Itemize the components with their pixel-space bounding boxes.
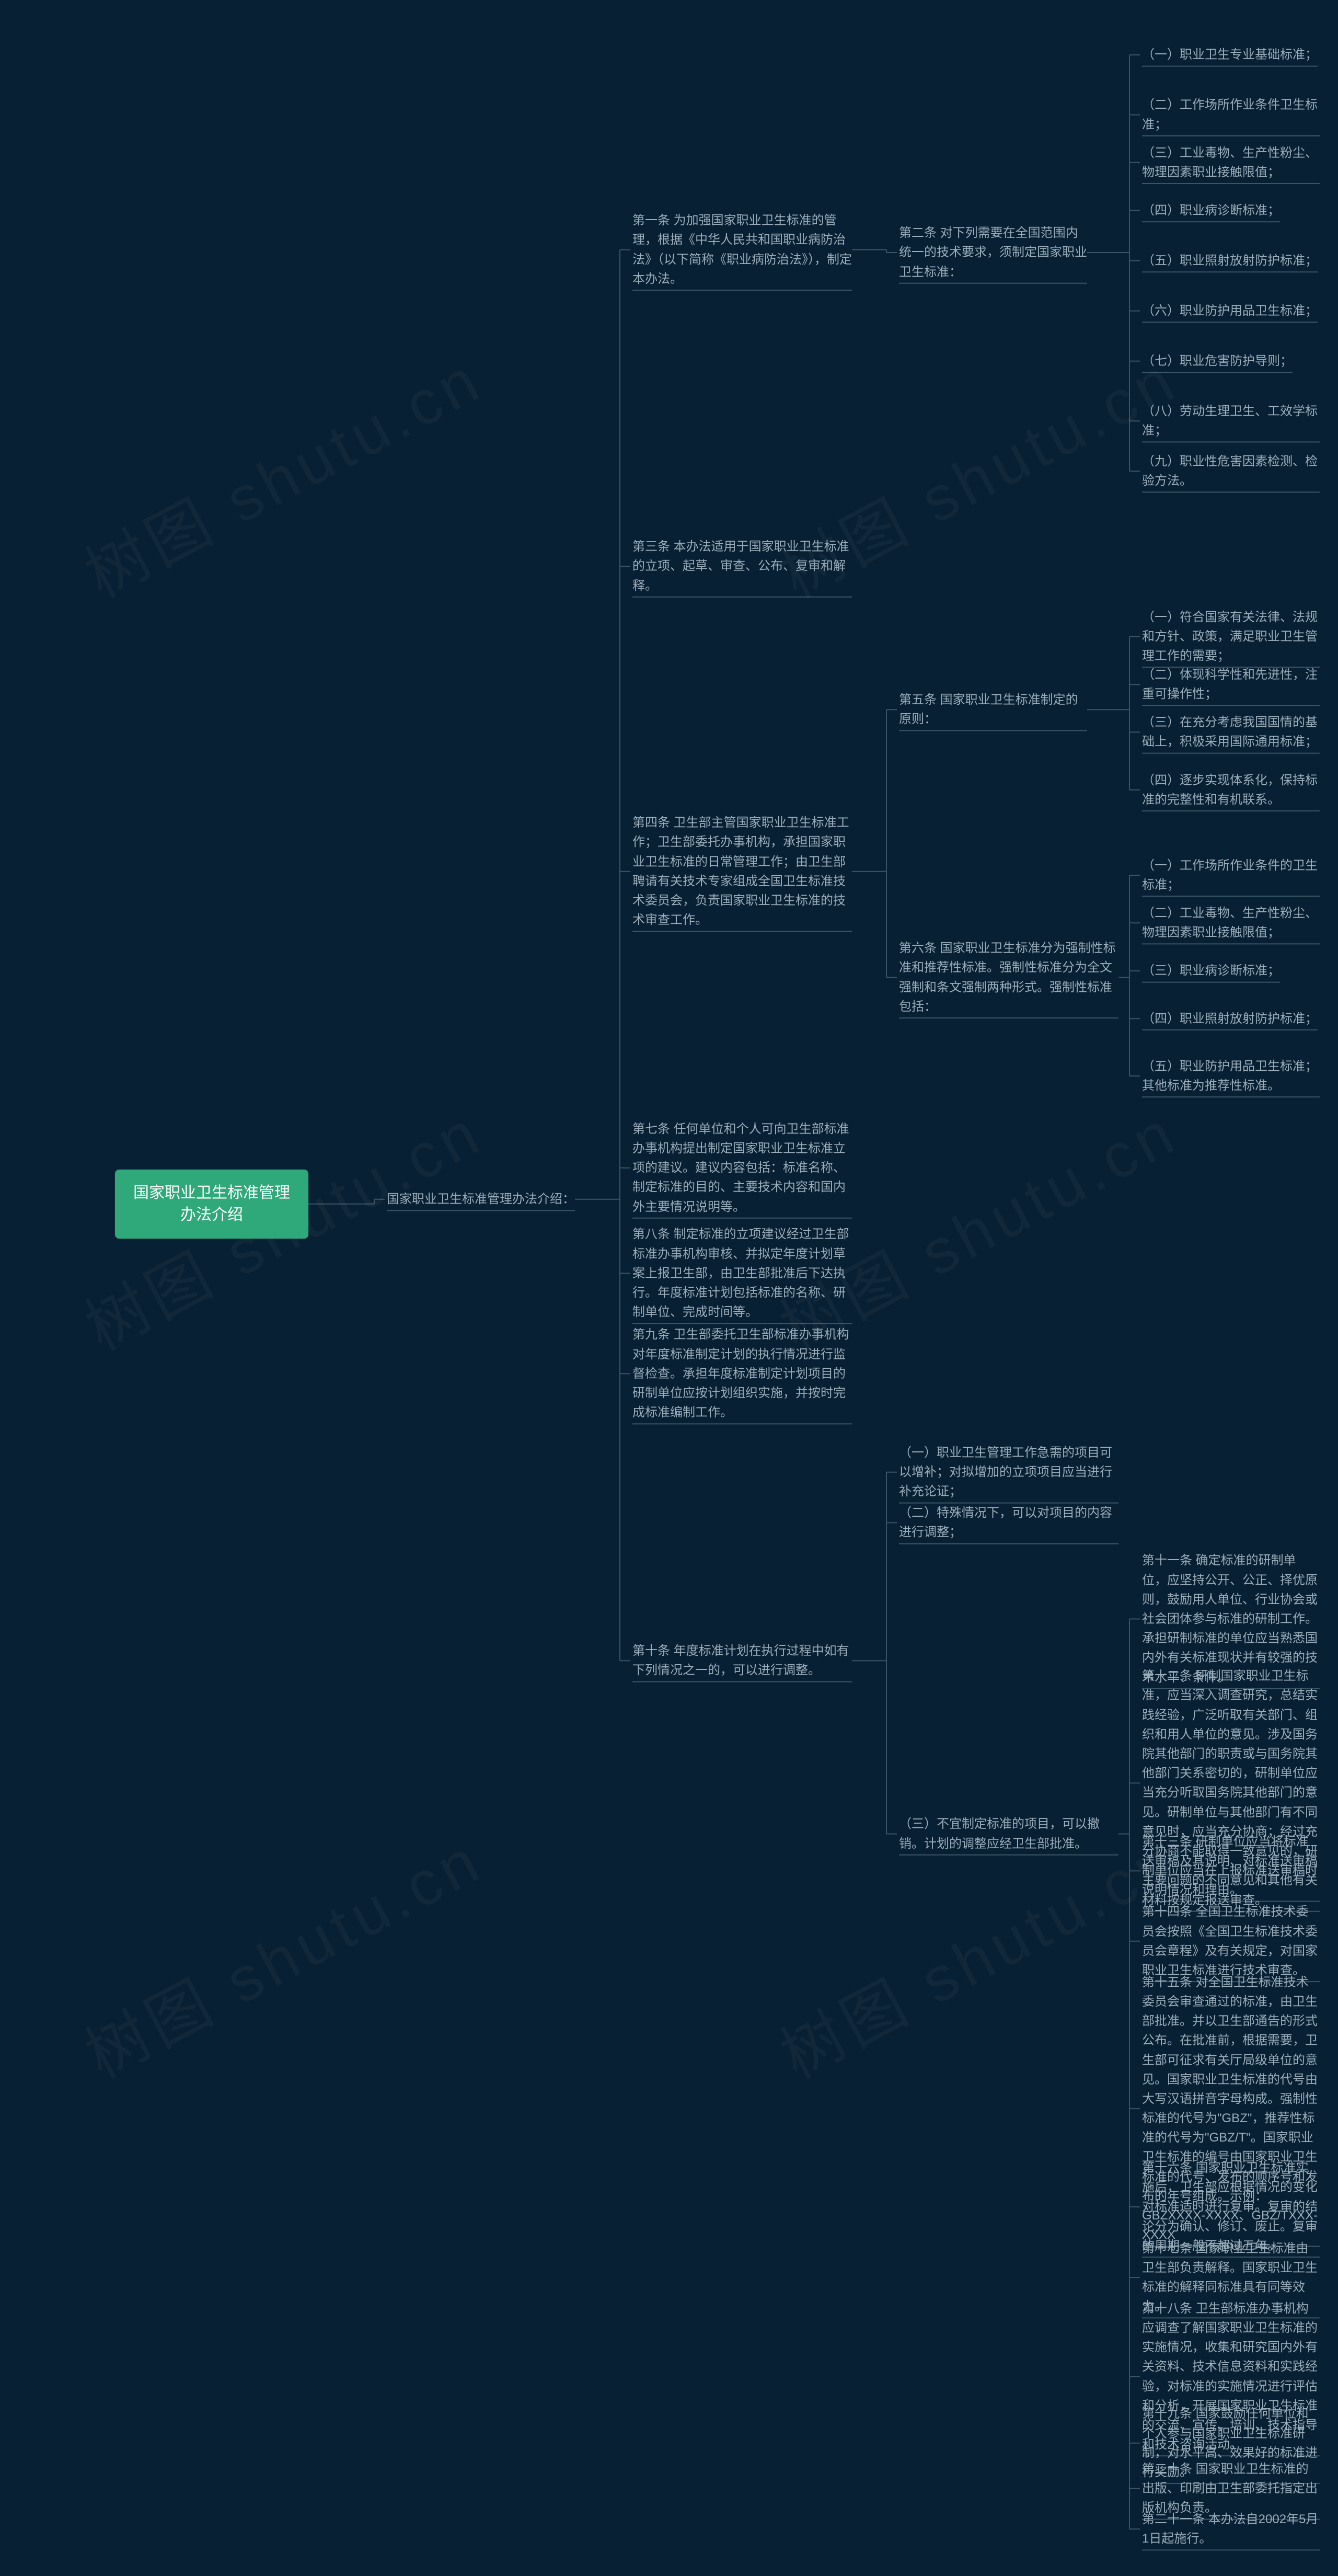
mindmap-node[interactable]: 第六条 国家职业卫生标准分为强制性标准和推荐性标准。强制性标准分为全文强制和条文… bbox=[899, 938, 1118, 1016]
mindmap-node[interactable]: 第二十条 国家职业卫生标准的出版、印刷由卫生部委托指定出版机构负责。 bbox=[1142, 2459, 1320, 2518]
mindmap-node[interactable]: 第三条 本办法适用于国家职业卫生标准的立项、起草、审查、公布、复审和解释。 bbox=[632, 537, 852, 596]
mindmap-node[interactable]: 第四条 卫生部主管国家职业卫生标准工作；卫生部委托办事机构，承担国家职业卫生标准… bbox=[632, 813, 852, 930]
mindmap-node[interactable]: （四）逐步实现体系化，保持标准的完整性和有机联系。 bbox=[1142, 771, 1320, 809]
mindmap-node[interactable]: 第十四条 全国卫生标准技术委员会按照《全国卫生标准技术委员会章程》及有关规定，对… bbox=[1142, 1902, 1320, 1980]
mindmap-node[interactable]: 第九条 卫生部委托卫生部标准办事机构对年度标准制定计划的执行情况进行监督检查。承… bbox=[632, 1325, 852, 1422]
mindmap-canvas: 树图 shutu.cn树图 shutu.cn树图 shutu.cn树图 shut… bbox=[0, 0, 1338, 2576]
mindmap-node[interactable]: （三）工业毒物、生产性粉尘、物理因素职业接触限值； bbox=[1142, 143, 1320, 182]
mindmap-node[interactable]: （一）职业卫生专业基础标准； bbox=[1142, 45, 1318, 64]
mindmap-node[interactable]: 第五条 国家职业卫生标准制定的原则： bbox=[899, 690, 1087, 729]
mindmap-node[interactable]: （一）职业卫生管理工作急需的项目可以增补；对拟增加的立项项目应当进行补充论证； bbox=[899, 1443, 1118, 1502]
mindmap-node[interactable]: 第一条 为加强国家职业卫生标准的管理，根据《中华人民共和国职业病防治法》（以下简… bbox=[632, 211, 852, 289]
mindmap-node[interactable]: （三）在充分考虑我国国情的基础上，积极采用国际通用标准； bbox=[1142, 713, 1320, 751]
mindmap-node[interactable]: 国家职业卫生标准管理办法介绍： bbox=[387, 1189, 575, 1209]
mindmap-node[interactable]: （五）职业照射放射防护标准； bbox=[1142, 251, 1318, 270]
mindmap-node[interactable]: （二）工作场所作业条件卫生标准； bbox=[1142, 95, 1320, 134]
mindmap-node[interactable]: （八）劳动生理卫生、工效学标准； bbox=[1142, 402, 1320, 440]
mindmap-node[interactable]: （三）不宜制定标准的项目，可以撤销。计划的调整应经卫生部批准。 bbox=[899, 1814, 1118, 1853]
mindmap-node[interactable]: （一）工作场所作业条件的卫生标准； bbox=[1142, 856, 1320, 895]
mindmap-node[interactable]: （四）职业病诊断标准； bbox=[1142, 201, 1280, 220]
mindmap-node[interactable]: 第七条 任何单位和个人可向卫生部标准办事机构提出制定国家职业卫生标准立项的建议。… bbox=[632, 1119, 852, 1217]
mindmap-node[interactable]: 第二十一条 本办法自2002年5月1日起施行。 bbox=[1142, 2510, 1320, 2548]
mindmap-node[interactable]: （二）特殊情况下，可以对项目的内容进行调整； bbox=[899, 1503, 1118, 1542]
mindmap-node[interactable]: （四）职业照射放射防护标准； bbox=[1142, 1009, 1318, 1028]
mindmap-node[interactable]: （五）职业防护用品卫生标准；其他标准为推荐性标准。 bbox=[1142, 1057, 1320, 1095]
mindmap-node[interactable]: （二）体现科学性和先进性，注重可操作性； bbox=[1142, 665, 1320, 704]
mindmap-node[interactable]: （一）符合国家有关法律、法规和方针、政策，满足职业卫生管理工作的需要； bbox=[1142, 608, 1320, 666]
mindmap-node[interactable]: 第十三条 研制单位应当将标准送审稿及其说明、对标准送审稿主要问题的不同意见和其他… bbox=[1142, 1832, 1320, 1910]
watermark: 树图 shutu.cn bbox=[67, 329, 496, 615]
mindmap-node[interactable]: 第八条 制定标准的立项建议经过卫生部标准办事机构审核、并拟定年度计划草案上报卫生… bbox=[632, 1224, 852, 1322]
mindmap-node[interactable]: 第十条 年度标准计划在执行过程中如有下列情况之一的，可以进行调整。 bbox=[632, 1641, 852, 1680]
mindmap-node[interactable]: 第二条 对下列需要在全国范围内统一的技术要求，须制定国家职业卫生标准： bbox=[899, 223, 1087, 282]
mindmap-node[interactable]: （三）职业病诊断标准； bbox=[1142, 961, 1280, 980]
mindmap-node[interactable]: （九）职业性危害因素检测、检验方法。 bbox=[1142, 452, 1320, 490]
mindmap-node[interactable]: （六）职业防护用品卫生标准； bbox=[1142, 301, 1318, 320]
mindmap-node[interactable]: （二）工业毒物、生产性粉尘、物理因素职业接触限值； bbox=[1142, 903, 1320, 942]
root-node[interactable]: 国家职业卫生标准管理办法介绍 bbox=[115, 1170, 308, 1239]
watermark: 树图 shutu.cn bbox=[67, 1810, 496, 2096]
mindmap-node[interactable]: （七）职业危害防护导则； bbox=[1142, 351, 1293, 371]
